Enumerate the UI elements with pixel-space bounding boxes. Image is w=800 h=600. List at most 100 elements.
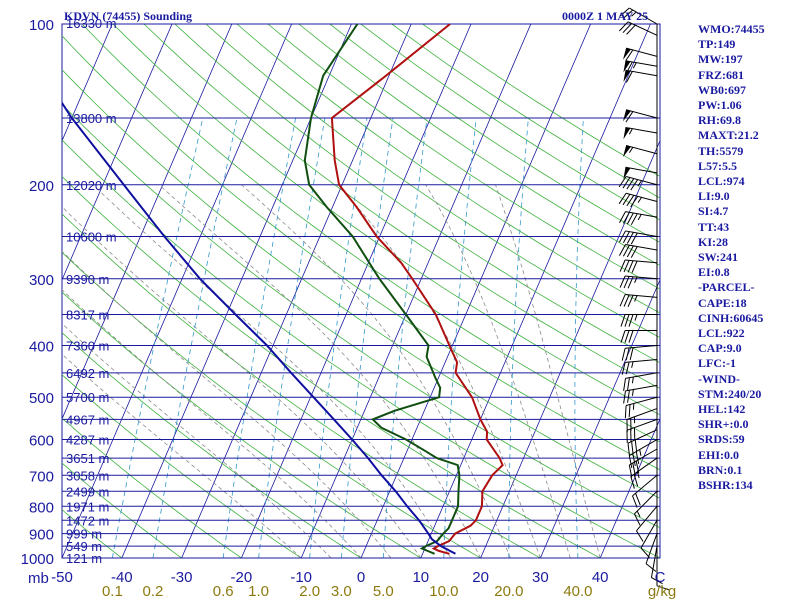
moist-adiabat bbox=[62, 289, 362, 558]
index-item: SI:4.7 bbox=[698, 204, 729, 219]
wind-barb-flag bbox=[625, 71, 633, 83]
wind-barb-flag bbox=[622, 177, 631, 189]
wind-barb-flag bbox=[623, 260, 630, 273]
height-label: 121 m bbox=[66, 551, 102, 566]
isotherm bbox=[360, 24, 591, 558]
wind-barb-flag bbox=[625, 49, 634, 61]
wind-barb bbox=[633, 490, 658, 526]
wind-barb-half-flag bbox=[628, 128, 633, 135]
wind-barb-half-flag bbox=[631, 11, 637, 17]
wind-barb-half-flag bbox=[639, 449, 642, 456]
wind-barb bbox=[628, 439, 658, 469]
wind-barb bbox=[619, 275, 658, 289]
wind-barb-flag bbox=[620, 330, 626, 343]
wind-barb-flag bbox=[624, 405, 627, 419]
wind-barb-flag bbox=[622, 193, 631, 206]
wind-barb bbox=[640, 520, 658, 558]
wind-barb-shaft bbox=[645, 533, 658, 564]
wind-barb-flag bbox=[626, 24, 636, 35]
wind-barb-pennant bbox=[623, 127, 631, 140]
wind-barb-half-flag bbox=[631, 376, 634, 384]
height-label: 13800 m bbox=[66, 111, 117, 126]
wind-barb-flag bbox=[630, 232, 638, 245]
wind-barb-flag bbox=[619, 230, 626, 243]
height-label: 7360 m bbox=[66, 339, 109, 354]
index-item: FRZ:681 bbox=[698, 67, 744, 82]
wind-barb-flag bbox=[627, 295, 634, 308]
temperature-tick-label: -40 bbox=[111, 569, 133, 586]
index-item: LFC:-1 bbox=[698, 356, 736, 371]
index-item: SHR+:0.0 bbox=[698, 417, 749, 432]
wind-barb-pennant bbox=[622, 145, 631, 158]
valid-time: 0000Z 1 MAY 25 bbox=[562, 9, 649, 23]
wind-barb-flag bbox=[628, 330, 634, 343]
wind-barb-pennant bbox=[622, 48, 631, 60]
index-item: MW:197 bbox=[698, 52, 743, 67]
wind-barb-flag bbox=[622, 23, 632, 34]
isotherm bbox=[420, 24, 651, 558]
pressure-tick-label: 200 bbox=[29, 178, 54, 195]
wind-barb bbox=[622, 109, 658, 123]
wind-barb-flag bbox=[628, 455, 633, 469]
temperature-tick-label: -20 bbox=[231, 569, 253, 586]
wind-barb-flag bbox=[656, 585, 670, 591]
plot-frame bbox=[61, 23, 661, 559]
wind-barb-shaft bbox=[625, 396, 658, 407]
height-label: 549 m bbox=[66, 539, 102, 554]
height-label: 3058 m bbox=[66, 468, 109, 483]
temperature-tick-label: 40 bbox=[592, 569, 609, 586]
height-label: 1971 m bbox=[66, 499, 109, 514]
wind-barb-flag bbox=[645, 563, 657, 572]
index-item: CINH:60645 bbox=[698, 310, 764, 325]
wind-barb-flag bbox=[619, 211, 626, 223]
wind-barb bbox=[621, 359, 658, 375]
isotherm bbox=[480, 139, 660, 558]
pressure-tick-label: 100 bbox=[29, 17, 54, 34]
wind-barb-flag bbox=[632, 495, 638, 508]
wind-barb-flag bbox=[640, 547, 650, 558]
wind-barb-flag bbox=[628, 314, 634, 327]
index-item: TP:149 bbox=[698, 37, 736, 52]
wind-barb-flag bbox=[628, 464, 633, 478]
wind-barb-flag bbox=[626, 212, 634, 225]
wind-barb-half-flag bbox=[636, 471, 640, 479]
wind-barb-flag bbox=[624, 314, 630, 327]
index-item: -WIND- bbox=[698, 371, 740, 386]
temperature-tick-label: -30 bbox=[171, 569, 193, 586]
wind-barb-flag bbox=[619, 294, 626, 307]
moist-adiabat bbox=[92, 184, 452, 558]
wind-barb-half-flag bbox=[637, 197, 642, 203]
index-item: LCL:922 bbox=[698, 326, 745, 341]
mixing-ratio-line bbox=[382, 117, 428, 558]
wind-barb-flag bbox=[630, 196, 639, 208]
mixing-ratio-line bbox=[443, 117, 477, 558]
index-item: BRN:0.1 bbox=[698, 462, 743, 477]
wind-barb-flag bbox=[627, 276, 634, 289]
index-item: SRDS:59 bbox=[698, 432, 745, 447]
index-item: PW:1.06 bbox=[698, 98, 742, 113]
wind-barb-flag bbox=[634, 439, 638, 453]
wind-barb bbox=[619, 7, 658, 25]
dry-adiabat bbox=[62, 332, 362, 558]
wind-barb-flag bbox=[620, 314, 626, 327]
wind-barb-flag bbox=[619, 259, 626, 272]
wind-barb-half-flag bbox=[631, 361, 634, 368]
wind-barb bbox=[624, 396, 658, 419]
pressure-tick-label: 500 bbox=[29, 390, 54, 407]
wind-barb-half-flag bbox=[628, 147, 634, 153]
wind-barb-flag bbox=[622, 9, 634, 19]
index-item: SW:241 bbox=[698, 250, 739, 265]
pressure-tick-label: 300 bbox=[29, 272, 54, 289]
wind-barb bbox=[619, 211, 658, 226]
mixing-ratio-line bbox=[574, 117, 584, 558]
mixing-ratio-line bbox=[341, 117, 394, 558]
wind-barb-shaft bbox=[629, 448, 658, 466]
mixing-ratio-unit: g/kg bbox=[648, 583, 676, 600]
wind-barb-flag bbox=[623, 276, 630, 289]
temperature-tick-label: -50 bbox=[51, 569, 73, 586]
wind-barb-flag bbox=[623, 378, 626, 391]
height-label: 4967 m bbox=[66, 412, 109, 427]
wind-barb-flag bbox=[623, 294, 630, 307]
mixing-ratio-line bbox=[152, 117, 238, 558]
mixing-ratio-label: 5.0 bbox=[373, 583, 394, 600]
